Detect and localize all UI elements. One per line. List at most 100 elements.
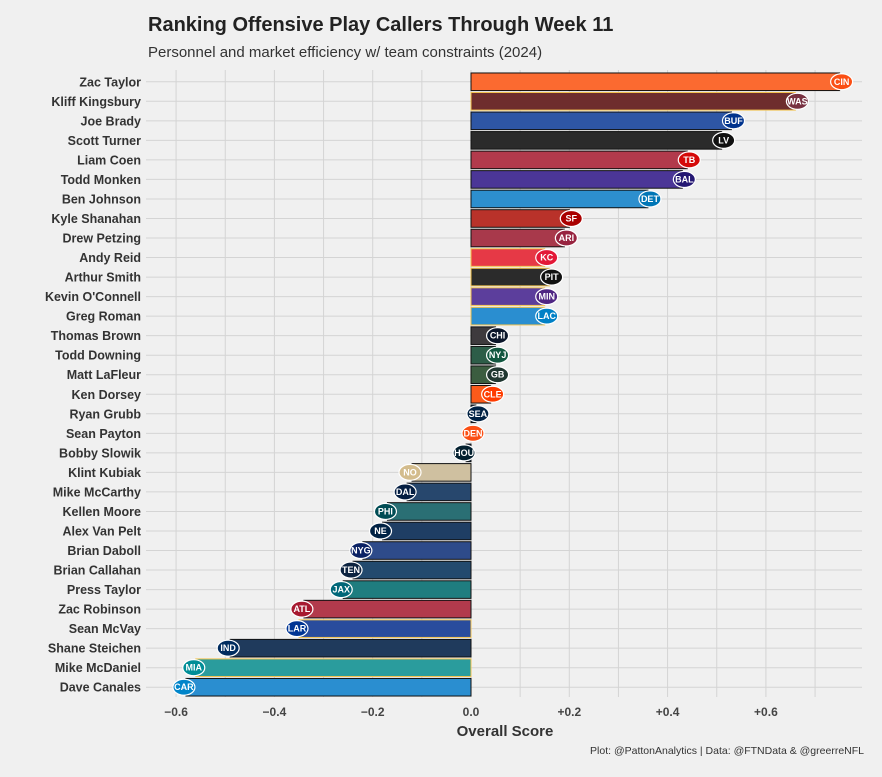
logo-abbrev: CIN	[834, 77, 850, 87]
bar	[470, 248, 546, 267]
logo-abbrev: WAS	[787, 96, 808, 106]
logo-abbrev: DAL	[396, 487, 415, 497]
team-logo-icon: SEA	[466, 405, 490, 423]
bar	[362, 541, 472, 560]
logo-abbrev: MIA	[186, 663, 203, 673]
bar	[195, 658, 472, 677]
logo-abbrev: CAR	[174, 682, 194, 692]
bar	[229, 638, 472, 658]
logo-abbrev: PIT	[545, 272, 560, 282]
y-axis-label: Kyle Shanahan	[51, 212, 141, 226]
logo-abbrev: LAR	[288, 624, 307, 634]
y-axis-label: Liam Coen	[77, 153, 141, 167]
logo-badge	[540, 268, 564, 286]
team-logo-icon: SF	[559, 209, 583, 228]
logo-badge	[172, 678, 196, 696]
y-axis-label: Andy Reid	[79, 251, 141, 265]
logo-abbrev: SEA	[469, 409, 488, 419]
logo-badge	[393, 483, 417, 501]
team-logo-icon: LAR	[285, 620, 309, 638]
y-axis-label: Kevin O'Connell	[45, 290, 141, 304]
logo-abbrev: DEN	[463, 428, 482, 438]
team-logo-icon: HOU	[452, 444, 476, 462]
logo-badge	[285, 620, 309, 638]
logo-abbrev: GB	[491, 370, 505, 380]
team-logo-icon: CHI	[485, 327, 510, 345]
logo-abbrev: BAL	[675, 174, 694, 184]
x-axis-title: Overall Score	[457, 723, 554, 740]
logo-badge	[638, 190, 662, 208]
y-axis-label: Press Taylor	[67, 583, 141, 597]
logo-abbrev: CHI	[490, 331, 506, 341]
bar	[470, 170, 683, 189]
y-axis-label: Sean McVay	[69, 622, 141, 636]
logo-badge	[182, 659, 206, 677]
team-logo-icon: CAR	[172, 678, 196, 696]
team-logo-icon: DEN	[461, 424, 485, 442]
y-axis-label: Klint Kubiak	[68, 466, 141, 480]
y-axis-label: Dave Canales	[60, 681, 141, 695]
y-axis-labels: Zac Taylor Kliff Kingsbury Joe Brady Scott …	[45, 75, 142, 694]
logo-abbrev: ARI	[559, 233, 575, 243]
logo-abbrev: CLE	[484, 389, 502, 399]
logo-abbrev: NE	[374, 526, 387, 536]
team-logo-icon: NE	[368, 522, 393, 540]
logo-abbrev: LAC	[537, 311, 556, 321]
bar	[470, 72, 841, 92]
y-axis-label: Sean Payton	[66, 427, 141, 441]
team-logo-icon: BUF	[721, 112, 746, 130]
chart-subtitle: Personnel and market efficiency w/ team …	[148, 44, 543, 61]
team-logo-icon: TB	[677, 151, 701, 169]
team-logo-icon: CLE	[481, 385, 505, 403]
y-axis-label: Brian Callahan	[53, 564, 141, 578]
team-logo-icon: MIN	[535, 288, 559, 306]
logo-abbrev: NO	[403, 467, 417, 477]
logo-badge	[452, 444, 476, 462]
x-tick-label: +0.2	[557, 705, 581, 719]
y-axis-label: Kliff Kingsbury	[51, 95, 141, 109]
bar	[470, 150, 688, 170]
y-axis-label: Todd Monken	[61, 173, 141, 187]
bar	[470, 306, 546, 326]
bar	[298, 619, 472, 638]
y-axis-label: Joe Brady	[81, 114, 141, 128]
logo-badge	[216, 639, 240, 657]
team-logo-icon: WAS	[785, 92, 809, 110]
chart-title: Ranking Offensive Play Callers Through W…	[148, 14, 614, 36]
bar	[342, 580, 472, 599]
y-axis-label: Alex Van Pelt	[62, 524, 141, 538]
logo-abbrev: LV	[718, 135, 729, 145]
logo-badge	[485, 327, 510, 345]
y-axis-label: Todd Downing	[55, 349, 141, 363]
x-tick-label: +0.6	[754, 705, 778, 719]
logo-badge	[830, 73, 854, 91]
logo-badge	[785, 92, 809, 110]
team-logo-icon: PIT	[540, 268, 564, 286]
team-logo-icon: NYJ	[485, 346, 510, 364]
logo-abbrev: BUF	[724, 116, 743, 126]
y-axis-label: Thomas Brown	[51, 329, 141, 343]
bar	[470, 267, 551, 287]
logo-badge	[373, 502, 398, 521]
y-axis-label: Mike McCarthy	[53, 485, 141, 499]
y-axis-label: Ken Dorsey	[72, 388, 142, 402]
chart-caption: Plot: @PattonAnalytics | Data: @FTNData …	[590, 745, 864, 757]
bar	[185, 677, 472, 697]
logo-abbrev: NYG	[351, 546, 371, 556]
team-logo-icon: DAL	[393, 483, 417, 501]
y-axis-label: Matt LaFleur	[67, 368, 141, 382]
logo-abbrev: TEN	[342, 565, 360, 575]
team-logo-icon: MIA	[182, 659, 206, 677]
y-axis-label: Ben Johnson	[62, 192, 141, 206]
y-axis-label: Drew Petzing	[63, 232, 142, 246]
logo-badge	[466, 405, 490, 423]
logo-abbrev: HOU	[454, 448, 474, 458]
logo-abbrev: PHI	[378, 506, 393, 516]
y-axis-label: Greg Roman	[66, 310, 141, 324]
logo-abbrev: KC	[540, 253, 553, 263]
bar	[470, 111, 732, 131]
bar	[470, 92, 796, 111]
team-logo-icon: ARI	[554, 229, 578, 247]
team-logo-icon: NO	[398, 463, 422, 481]
